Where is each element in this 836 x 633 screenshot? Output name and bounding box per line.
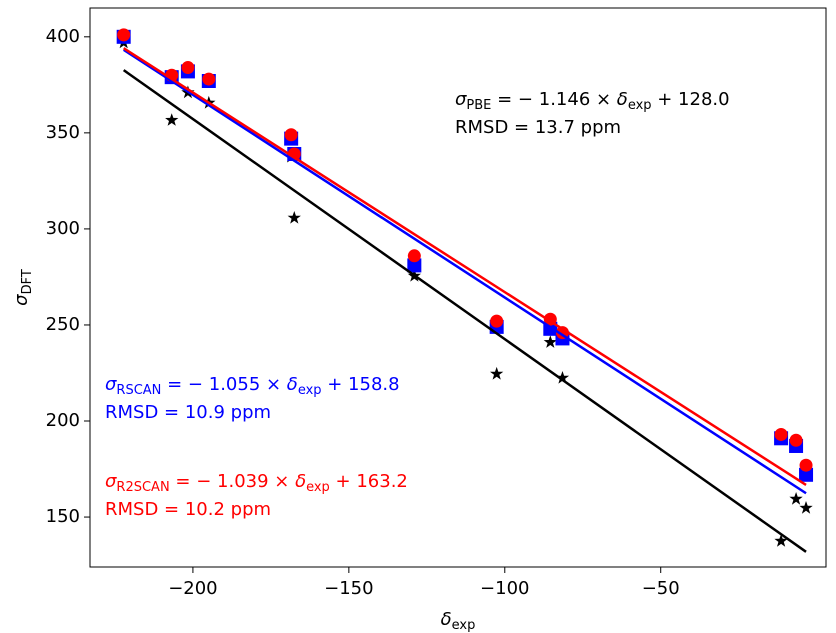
y-axis-label: σDFT: [11, 269, 35, 306]
circle-point: [490, 314, 504, 328]
fit-line: [123, 48, 807, 495]
rmsd-label: RMSD = 10.9 ppm: [105, 402, 271, 423]
circle-point: [284, 128, 298, 142]
plot-frame: [89, 7, 827, 568]
x-tick-label: −100: [480, 578, 529, 599]
text-part: σ: [455, 89, 467, 110]
circle-point: [407, 249, 421, 263]
star-point: [287, 211, 301, 224]
text-part: = − 1.055 ×: [161, 374, 286, 395]
text-part: δ: [617, 89, 628, 110]
star-point: [490, 366, 504, 380]
square-point: [799, 467, 814, 482]
y-tick-label: 350: [46, 122, 80, 143]
fit-equation: σPBE = − 1.146 × δexp + 128.0: [455, 89, 730, 113]
x-tick-label: −200: [168, 578, 217, 599]
star-point: [543, 335, 557, 348]
rmsd-label: RMSD = 10.2 ppm: [105, 499, 271, 520]
y-tick-label: 150: [46, 506, 80, 527]
text-part: exp: [306, 480, 330, 495]
x-tick-label: −150: [324, 578, 373, 599]
x-axis-label: δexp: [441, 609, 476, 633]
text-part: = − 1.146 ×: [491, 89, 616, 110]
circle-point: [799, 458, 813, 472]
text-part: RSCAN: [116, 383, 161, 398]
text-part: DFT: [20, 269, 35, 294]
text-part: δ: [287, 374, 298, 395]
text-part: δ: [441, 609, 452, 630]
text-part: + 158.8: [322, 374, 400, 395]
circle-point: [117, 28, 131, 42]
text-part: σ: [105, 471, 117, 492]
text-part: exp: [452, 618, 476, 633]
text-part: + 128.0: [652, 89, 730, 110]
text-part: PBE: [466, 98, 491, 113]
circle-point: [789, 433, 803, 447]
y-tick-label: 400: [46, 26, 80, 47]
text-part: R2SCAN: [116, 480, 169, 495]
star-point: [774, 534, 788, 547]
text-part: δ: [295, 471, 306, 492]
star-point: [789, 492, 803, 505]
star-point: [799, 501, 813, 514]
star-point: [165, 113, 179, 126]
fit-line: [123, 47, 807, 486]
text-part: + 163.2: [330, 471, 408, 492]
star-point: [555, 371, 570, 384]
text-part: = − 1.039 ×: [170, 471, 295, 492]
circle-point: [774, 427, 788, 441]
text-part: σ: [105, 374, 117, 395]
square-point: [407, 258, 422, 273]
x-tick-label: −50: [642, 578, 680, 599]
circle-point: [181, 61, 195, 75]
text-part: σ: [11, 294, 32, 306]
y-tick-label: 300: [46, 218, 80, 239]
y-tick-label: 200: [46, 410, 80, 431]
text-part: exp: [628, 98, 652, 113]
fit-equation: σR2SCAN = − 1.039 × δexp + 163.2: [105, 471, 408, 495]
fit-line: [122, 69, 807, 553]
fit-equation: σRSCAN = − 1.055 × δexp + 158.8: [105, 374, 400, 398]
text-part: exp: [298, 383, 322, 398]
circle-point: [202, 72, 216, 86]
rmsd-label: RMSD = 13.7 ppm: [455, 117, 621, 138]
y-tick-label: 250: [46, 314, 80, 335]
